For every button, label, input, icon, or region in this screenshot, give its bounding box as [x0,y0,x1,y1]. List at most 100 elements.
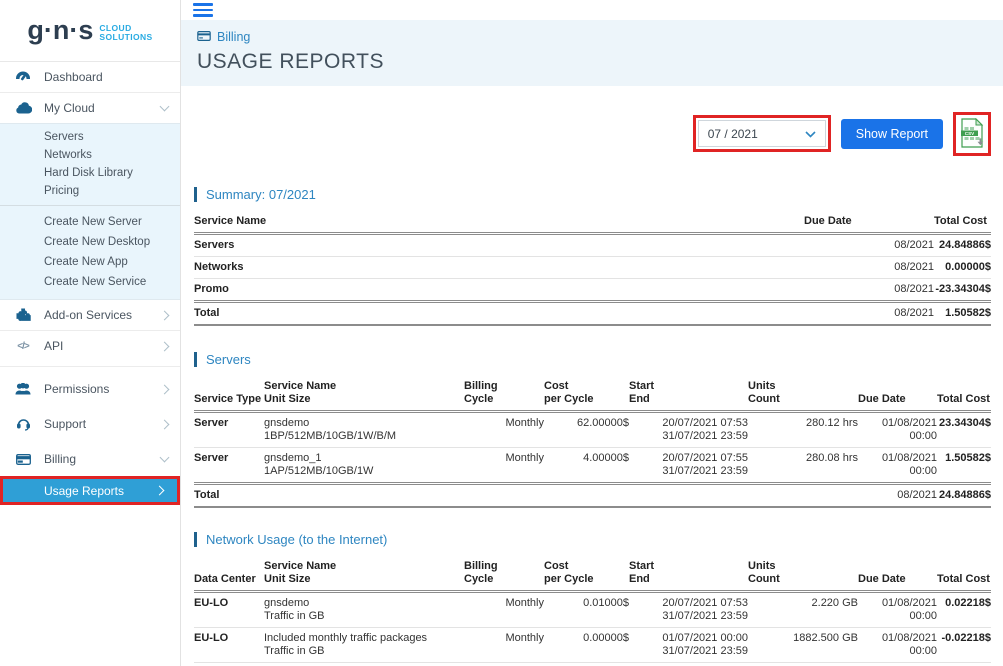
sidebar-item-servers[interactable]: Servers [44,131,84,143]
breadcrumb-label: Billing [217,29,251,44]
my-cloud-submenu: Servers Networks Hard Disk Library Prici… [0,123,180,300]
annotation-box-csv: CSV [953,111,991,156]
table-row: EU-LO Included monthly traffic packages T… [194,627,991,663]
servers-heading: Servers [194,351,991,367]
sidebar-item-dashboard[interactable]: Dashboard [0,62,180,92]
logo-subtitle: CLOUD SOLUTIONS [99,22,153,42]
credit-card-icon [14,453,32,465]
annotation-box-period: 07 / 2021 [692,115,831,152]
sidebar-item-billing[interactable]: Billing [0,442,180,476]
column-header: Billing Cycle [464,376,544,413]
summary-section: Summary: 07/2021 Service Name Due Date T… [194,186,991,326]
chevron-down-icon [159,452,170,463]
sidebar-item-create-new-app[interactable]: Create New App [44,256,128,268]
column-header: Units Count [748,376,858,413]
column-header: Due Date [858,556,937,593]
chevron-right-icon [154,485,165,496]
servers-table: Service Type Service Name Unit Size Billi… [194,376,991,508]
annotation-box-usage-reports: Usage Reports [0,476,180,505]
page-title: USAGE REPORTS [197,49,384,73]
sidebar-item-label: Add-on Services [44,308,133,322]
column-header: Service Name Unit Size [264,376,464,413]
report-controls: 07 / 2021 Show Report [194,111,991,156]
column-header: Total Cost [934,211,991,235]
gauge-icon [14,70,32,84]
chevron-down-icon [805,125,816,143]
column-header: Total Cost [937,376,991,413]
sidebar-item-label: My Cloud [44,101,95,115]
column-header: Total Cost [937,556,991,593]
topbar [181,0,1003,20]
show-report-button[interactable]: Show Report [840,118,943,149]
sidebar-item-label: Support [44,417,87,431]
table-row: Networks 08/2021 0.00000$ [194,256,991,279]
period-value: 07 / 2021 [707,126,758,141]
chevron-down-icon [159,101,170,112]
sidebar-item-create-new-service[interactable]: Create New Service [44,276,147,288]
sidebar-item-label: Dashboard [44,70,103,84]
hamburger-icon[interactable] [193,0,213,20]
summary-heading: Summary: 07/2021 [194,186,991,202]
servers-section: Servers Service Type Service Name Unit Si… [194,351,991,508]
column-header: Service Name Unit Size [264,556,464,593]
section-bar [194,186,197,202]
breadcrumb[interactable]: Billing [197,30,987,44]
column-header: Data Center [194,556,264,593]
sidebar-item-api[interactable]: </> API [0,331,180,361]
sidebar: g·n·s CLOUD SOLUTIONS Dashboard My Cloud… [0,0,181,666]
credit-card-icon [197,30,211,44]
sidebar-item-create-new-desktop[interactable]: Create New Desktop [44,236,151,248]
main-area: Billing USAGE REPORTS 07 / 2021 Show Rep… [181,0,1003,666]
sidebar-item-my-cloud[interactable]: My Cloud [0,93,180,123]
column-header: Cost per Cycle [544,376,629,413]
cloud-icon [14,102,32,114]
chevron-right-icon [159,419,170,429]
section-bar [194,531,197,547]
column-header: Service Type [194,376,264,413]
sidebar-item-permissions[interactable]: Permissions [0,372,180,406]
sidebar-item-support[interactable]: Support [0,406,180,442]
section-bar [194,351,197,367]
column-header: Start End [629,556,748,593]
sidebar-item-pricing[interactable]: Pricing [44,185,80,197]
network-heading: Network Usage (to the Internet) [194,531,991,547]
network-table: Data Center Service Name Unit Size Billin… [194,556,991,666]
puzzle-icon [14,308,32,322]
sidebar-item-hard-disk-library[interactable]: Hard Disk Library [44,167,133,179]
total-row: Total 08/2021 24.84886$ [194,481,991,508]
logo: g·n·s CLOUD SOLUTIONS [0,0,180,62]
divider [0,92,180,93]
column-header: Billing Cycle [464,556,544,593]
table-row: EU-LO gnsdemo Traffic in GB Monthly 0.010… [194,591,991,628]
sidebar-item-networks[interactable]: Networks [44,149,92,161]
chevron-right-icon [159,310,170,320]
divider [0,366,180,367]
sidebar-item-create-new-server[interactable]: Create New Server [44,216,142,228]
csv-export-icon[interactable]: CSV [956,115,988,153]
divider [0,330,180,331]
svg-text:CSV: CSV [964,131,974,136]
network-section: Network Usage (to the Internet) Data Cen… [194,531,991,666]
period-select[interactable]: 07 / 2021 [697,120,826,147]
sidebar-item-label: Usage Reports [43,483,125,498]
chevron-right-icon [159,384,170,394]
table-row: Promo 08/2021 -23.34304$ [194,278,991,302]
headset-icon [14,417,32,431]
chevron-right-icon [159,341,170,351]
code-icon: </> [17,340,30,352]
table-row: Server gnsdemo_1 1AP/512MB/10GB/1W Monthl… [194,447,991,484]
sidebar-item-label: Permissions [44,382,110,396]
sidebar-item-usage-reports[interactable]: Usage Reports [3,479,177,502]
column-header: Start End [629,376,748,413]
sidebar-item-label: Billing [44,452,77,466]
summary-table: Service Name Due Date Total Cost Servers… [194,211,991,326]
total-row: Total 08/2021 1.50582$ [194,299,991,326]
column-header: Due Date [858,376,937,413]
sidebar-item-addon-services[interactable]: Add-on Services [0,300,180,330]
logo-gns-text: g·n·s [27,15,94,45]
sidebar-item-label: API [44,339,64,353]
column-header: Cost per Cycle [544,556,629,593]
table-row: Servers 08/2021 24.84886$ [194,233,991,257]
table-row: IL-HA gnsdemo_1Traffic in GB Monthly 0.0… [194,662,991,666]
